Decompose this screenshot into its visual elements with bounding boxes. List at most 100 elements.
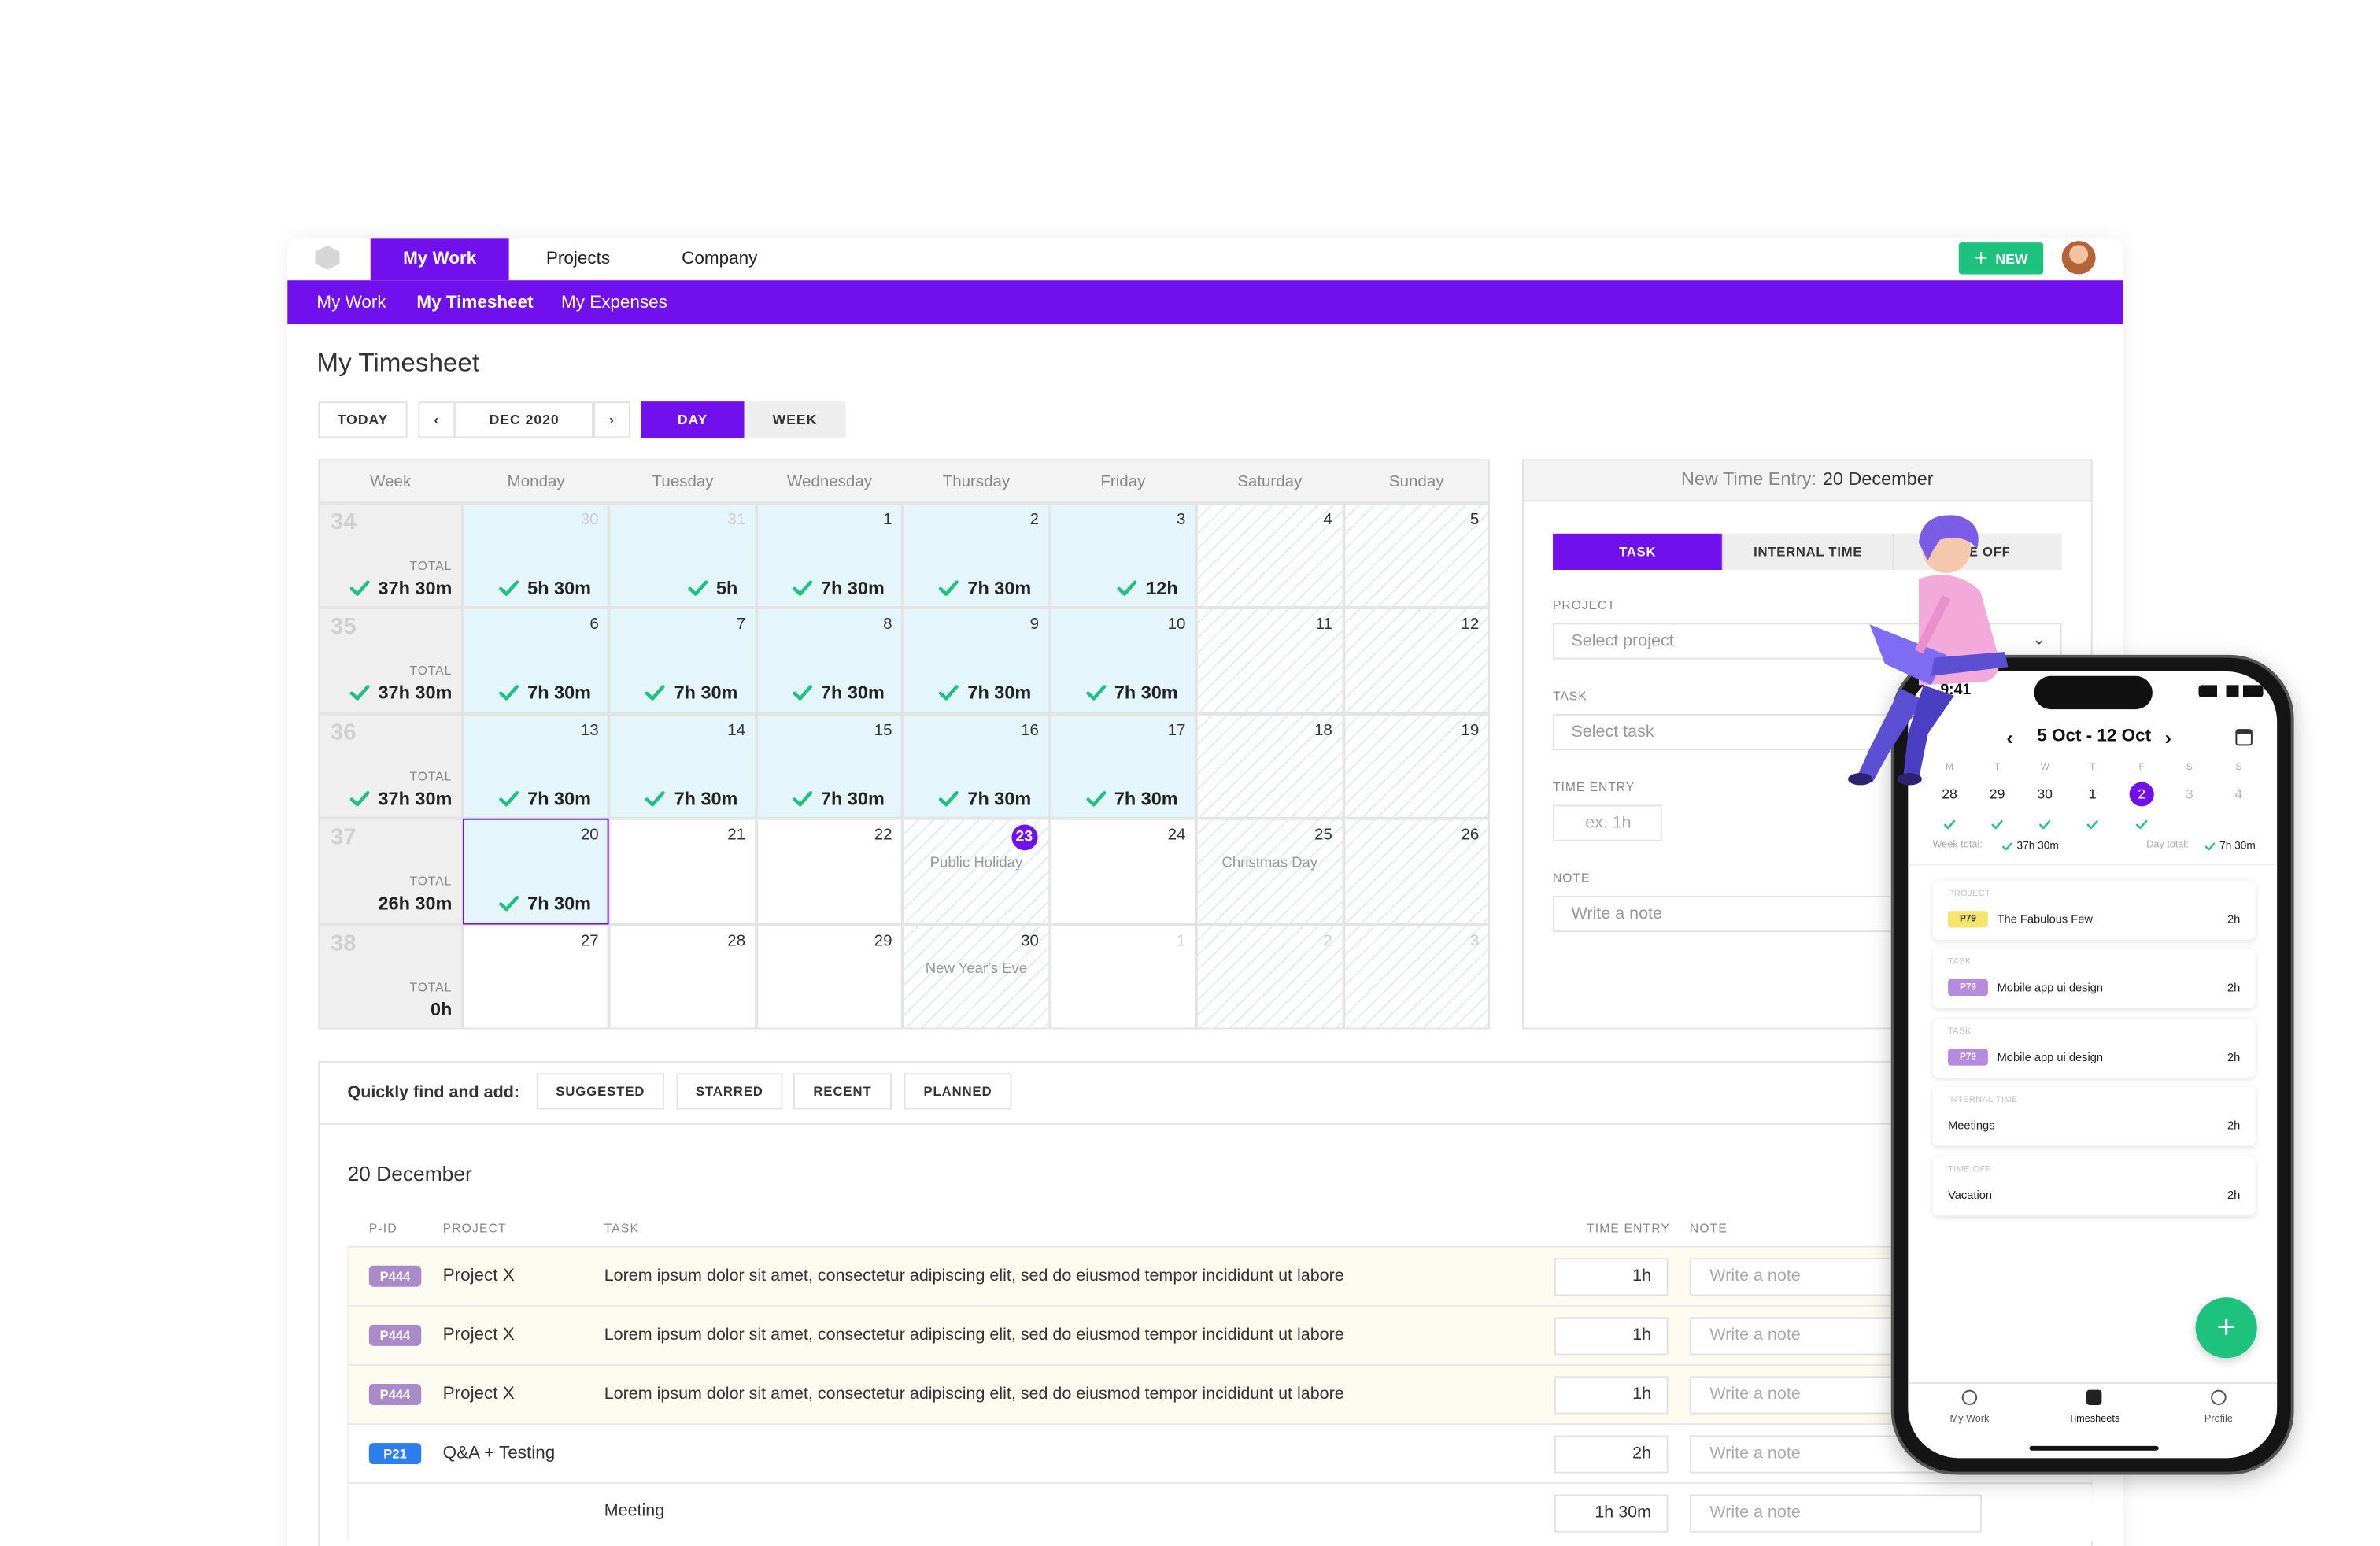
entry-card[interactable] (1932, 1156, 2256, 1216)
phone-divider (1908, 864, 2278, 866)
add-fab[interactable]: + (2195, 1297, 2257, 1359)
time-input[interactable] (1554, 1493, 1669, 1532)
filter-button[interactable]: PLANNED (904, 1073, 1012, 1110)
tab-icon[interactable] (2211, 1389, 2227, 1405)
hours: 7h 30m (674, 787, 738, 809)
entry-card[interactable] (1932, 1086, 2256, 1146)
column-header: Sunday (1388, 472, 1444, 491)
day-cell[interactable] (1196, 608, 1343, 714)
divider (318, 1123, 2093, 1125)
entry-card[interactable] (1932, 880, 2256, 940)
day-cell[interactable] (1343, 608, 1490, 714)
entry-tab[interactable]: TASK (1553, 533, 1723, 570)
day-date: 2 (1323, 931, 1332, 950)
day-date: 30 (1021, 931, 1039, 950)
day-cell[interactable] (1196, 503, 1343, 608)
day-cell[interactable] (463, 503, 610, 608)
column-header: NOTE (1689, 1221, 1728, 1236)
day-cell[interactable] (463, 819, 610, 924)
check-icon (2086, 819, 2098, 830)
day-cell[interactable] (463, 923, 610, 1030)
entry-card[interactable] (1932, 1018, 2256, 1078)
hours: 5h 30m (527, 577, 591, 599)
day-date: 29 (874, 931, 893, 950)
day-cell[interactable] (609, 713, 756, 819)
day-cell[interactable] (1049, 923, 1197, 1030)
entry-tab[interactable]: INTERNAL TIME (1722, 533, 1892, 570)
day-cell[interactable] (1049, 713, 1197, 819)
prev-button[interactable]: ‹ (418, 401, 456, 438)
day-cell[interactable] (463, 608, 610, 714)
week-cell (318, 713, 464, 819)
prev-week[interactable]: ‹ (2006, 726, 2013, 749)
input[interactable] (1553, 804, 1662, 841)
day-cell[interactable] (1343, 713, 1490, 819)
nav-tab[interactable]: Projects (545, 250, 611, 268)
placeholder: Select project (1571, 631, 1674, 651)
day-date: 7 (736, 616, 746, 634)
day-cell[interactable] (609, 503, 756, 608)
next-week[interactable]: › (2164, 726, 2172, 749)
nav-tab[interactable]: Company (682, 250, 758, 268)
day-cell[interactable] (903, 503, 1050, 608)
view-button[interactable]: DAY (641, 401, 745, 438)
time-input[interactable] (1554, 1375, 1669, 1414)
view-button[interactable]: WEEK (744, 401, 846, 438)
entry-card[interactable] (1932, 949, 2256, 1008)
time-input[interactable] (1554, 1316, 1669, 1355)
weekday: W (2040, 764, 2049, 774)
page-title: My Timesheet (316, 348, 480, 378)
shoe (1897, 773, 1922, 786)
tab-bar-divider (1908, 1382, 2278, 1384)
note-input[interactable] (1689, 1493, 1983, 1532)
time-input[interactable] (1554, 1434, 1669, 1473)
day-cell[interactable] (756, 713, 904, 819)
phone-date: 29 (1989, 786, 2005, 802)
day-cell[interactable] (756, 608, 904, 714)
subnav-link[interactable]: My Timesheet (416, 294, 534, 313)
entry-name: The Fabulous Few (1997, 912, 2093, 926)
day-cell[interactable] (756, 503, 904, 608)
day-cell[interactable] (1049, 819, 1197, 924)
tab-icon[interactable] (2086, 1389, 2102, 1405)
hours: 7h 30m (967, 577, 1032, 599)
calendar-icon[interactable] (2235, 729, 2252, 746)
subnav-link[interactable]: My Expenses (561, 294, 667, 313)
entry-label: TASK (1948, 1027, 1972, 1037)
day-cell[interactable] (1343, 923, 1490, 1030)
time-input[interactable] (1554, 1257, 1669, 1296)
day-cell[interactable] (609, 819, 756, 924)
day-cell[interactable] (756, 923, 904, 1030)
day-cell[interactable] (463, 713, 610, 819)
day-cell[interactable] (903, 923, 1050, 1030)
filter-button[interactable]: STARRED (676, 1073, 783, 1110)
day-cell[interactable] (609, 608, 756, 714)
day-cell[interactable] (1196, 713, 1343, 819)
tab-icon[interactable] (1961, 1389, 1978, 1405)
day-cell[interactable] (1196, 819, 1343, 924)
filter-button[interactable]: RECENT (793, 1073, 893, 1110)
subnav-link[interactable]: My Work (316, 294, 386, 313)
day-cell[interactable] (609, 923, 756, 1030)
leg (1903, 685, 1954, 779)
avatar[interactable] (2061, 241, 2096, 275)
day-cell[interactable] (903, 608, 1050, 714)
today-button[interactable]: TODAY (318, 401, 408, 438)
day-cell[interactable] (903, 713, 1050, 819)
task-name: Lorem ipsum dolor sit amet, consectetur … (604, 1325, 1344, 1344)
day-cell[interactable] (1049, 608, 1197, 714)
day-note: New Year's Eve (925, 960, 1028, 978)
task-name: Lorem ipsum dolor sit amet, consectetur … (604, 1266, 1344, 1285)
next-button[interactable]: › (593, 401, 630, 438)
day-cell[interactable] (756, 819, 904, 924)
nav-tab[interactable]: My Work (370, 238, 509, 281)
filter-button[interactable]: SUGGESTED (536, 1073, 664, 1110)
day-cell[interactable] (1343, 819, 1490, 924)
day-cell[interactable] (1343, 503, 1490, 608)
day-date: 6 (589, 616, 599, 634)
new-button[interactable]: + NEW (1958, 242, 2044, 275)
day-date: 3 (1469, 931, 1480, 950)
day-cell[interactable] (1196, 923, 1343, 1030)
day-date: 11 (1315, 616, 1332, 634)
